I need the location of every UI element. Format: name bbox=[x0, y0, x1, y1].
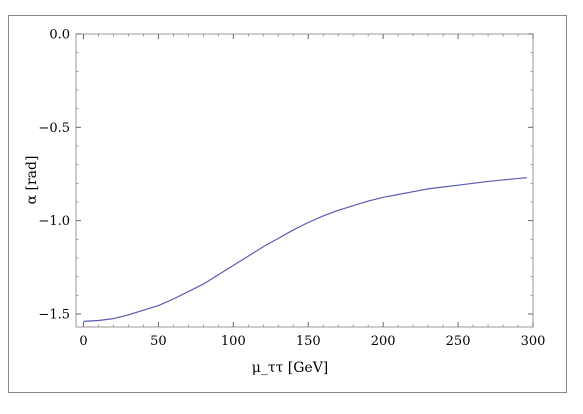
x-tick-label: 200 bbox=[371, 334, 396, 349]
x-tick-label: 150 bbox=[296, 334, 321, 349]
plot-axes bbox=[75, 33, 534, 328]
x-tick-label: 250 bbox=[446, 334, 471, 349]
chart-frame bbox=[8, 15, 567, 393]
plot-frame bbox=[75, 33, 534, 328]
y-tick-label: 0.0 bbox=[49, 28, 70, 43]
x-tick-label: 300 bbox=[521, 334, 546, 349]
y-tick-label: −1.5 bbox=[38, 307, 70, 322]
x-tick-label: 100 bbox=[221, 334, 246, 349]
x-tick-label: 50 bbox=[150, 334, 167, 349]
x-tick-label: 0 bbox=[79, 334, 87, 349]
y-axis-title: α [rad] bbox=[24, 156, 40, 205]
y-tick-label: −0.5 bbox=[38, 121, 70, 136]
series-lines bbox=[83, 177, 528, 322]
x-axis-title: μ_ττ [GeV] bbox=[252, 360, 329, 376]
y-tick-label: −1.0 bbox=[38, 214, 70, 229]
axis-ticks bbox=[76, 33, 534, 327]
tick-labels: 0 50 100 150 200 250 300 0.0 −0.5 −1.0 −1.5 bbox=[38, 28, 545, 350]
series-line bbox=[83, 177, 528, 322]
